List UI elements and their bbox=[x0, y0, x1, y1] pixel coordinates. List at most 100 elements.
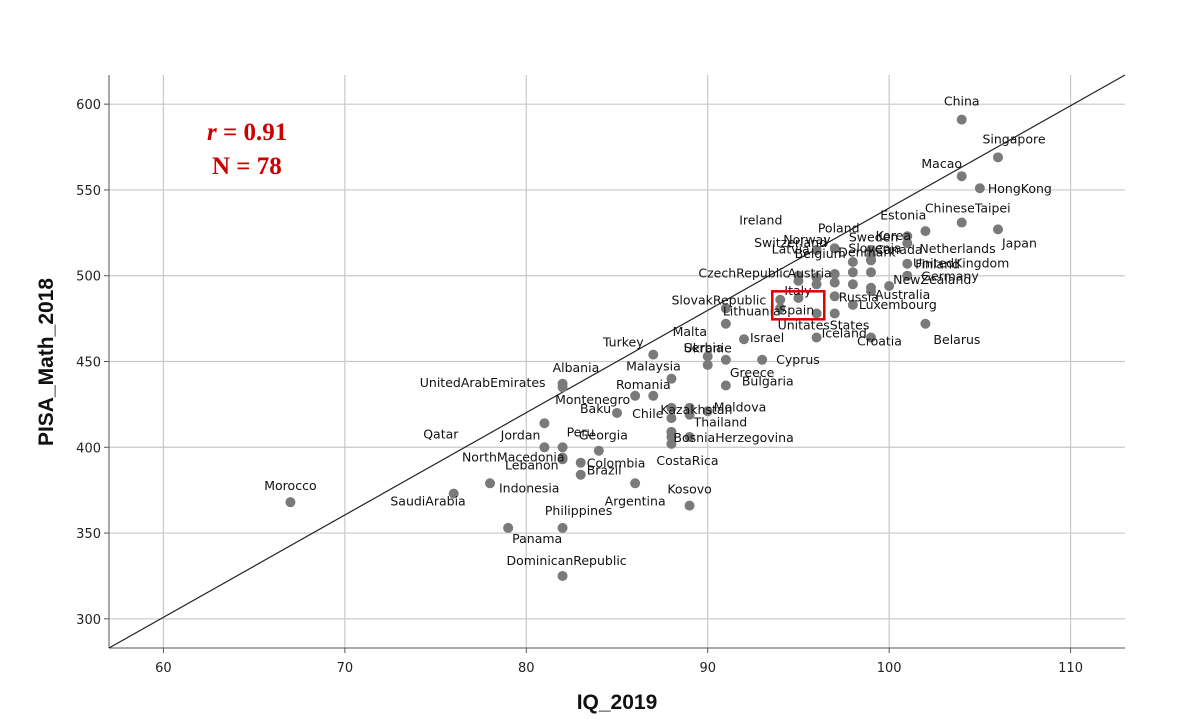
data-points bbox=[285, 114, 1003, 581]
point-label: Australia bbox=[875, 287, 930, 302]
data-point bbox=[902, 231, 913, 242]
y-tick-label: 500 bbox=[76, 270, 101, 285]
data-point bbox=[829, 291, 840, 302]
data-point bbox=[775, 294, 786, 305]
point-label: Austria bbox=[788, 265, 832, 280]
data-point bbox=[684, 500, 695, 511]
y-tick-label: 350 bbox=[76, 527, 101, 542]
point-label: Montenegro bbox=[555, 392, 630, 407]
data-point bbox=[666, 426, 677, 437]
r-value: = 0.91 bbox=[217, 119, 288, 146]
data-point bbox=[666, 402, 677, 413]
point-label: Spain bbox=[779, 302, 814, 317]
data-point bbox=[720, 303, 731, 314]
point-label: Iceland bbox=[822, 325, 867, 340]
data-point bbox=[684, 409, 695, 420]
point-label: Kosovo bbox=[667, 482, 711, 497]
point-label: Ireland bbox=[739, 213, 782, 228]
data-point bbox=[993, 224, 1003, 235]
data-point bbox=[847, 267, 858, 278]
data-point bbox=[448, 488, 459, 499]
data-point bbox=[684, 431, 695, 442]
data-point bbox=[630, 390, 641, 401]
r-symbol: r bbox=[207, 119, 217, 146]
point-label: SaudiArabia bbox=[390, 494, 465, 509]
axis-ticks: 60 70 80 90 100 110 300 350 400 450 500 550 600 bbox=[76, 98, 1083, 676]
sample-size-annotation: N = 78 bbox=[212, 153, 282, 180]
point-label: Romania bbox=[616, 377, 671, 392]
point-label: Moldova bbox=[714, 399, 767, 414]
point-label: Israel bbox=[750, 330, 784, 345]
data-point bbox=[612, 407, 622, 418]
point-label: Indonesia bbox=[499, 480, 559, 495]
point-label: UnitedArabEmirates bbox=[420, 375, 546, 390]
point-label: BosniaHerzegovina bbox=[673, 430, 793, 445]
data-point bbox=[811, 244, 822, 255]
grid-lines bbox=[109, 75, 1125, 648]
data-point bbox=[557, 454, 568, 465]
data-point bbox=[866, 255, 876, 266]
data-point bbox=[884, 281, 895, 292]
data-point bbox=[829, 308, 840, 319]
point-label: SlovakRepublic bbox=[672, 293, 767, 308]
point-label: Malta bbox=[673, 324, 707, 339]
x-tick-label: 110 bbox=[1058, 661, 1083, 676]
point-label: Latvia bbox=[772, 242, 810, 257]
data-point bbox=[702, 359, 713, 370]
data-point bbox=[557, 570, 568, 581]
point-label: Poland bbox=[818, 220, 860, 235]
y-tick-label: 300 bbox=[76, 613, 101, 628]
data-point bbox=[793, 293, 804, 304]
data-point bbox=[829, 269, 840, 280]
point-label: Greece bbox=[730, 365, 775, 380]
fit-line bbox=[108, 74, 1126, 649]
y-tick-label: 600 bbox=[76, 98, 101, 113]
point-label: Colombia bbox=[587, 456, 646, 471]
data-point bbox=[956, 171, 967, 182]
point-label: Lithuania bbox=[723, 303, 781, 318]
x-tick-label: 90 bbox=[699, 661, 716, 676]
point-label: Norway bbox=[783, 232, 831, 247]
point-label: Bulgaria bbox=[742, 374, 794, 389]
point-label: Peru bbox=[567, 424, 595, 439]
point-label: Canada bbox=[875, 242, 923, 257]
y-tick-label: 400 bbox=[76, 441, 101, 456]
data-point bbox=[539, 418, 550, 429]
data-point bbox=[575, 469, 586, 480]
point-label: Croatia bbox=[857, 333, 902, 348]
data-point bbox=[866, 282, 876, 293]
data-point bbox=[648, 349, 659, 360]
data-point bbox=[866, 332, 876, 343]
point-label: Estonia bbox=[880, 207, 926, 222]
point-label: Brazil bbox=[587, 463, 622, 478]
data-point bbox=[811, 308, 822, 319]
spain-highlight-box bbox=[771, 290, 826, 321]
point-label: HongKong bbox=[988, 181, 1052, 196]
data-point bbox=[575, 457, 586, 468]
point-label: NorthMacedonia bbox=[462, 450, 565, 465]
data-point bbox=[485, 478, 495, 489]
y-axis-title: PISA_Math_2018 bbox=[35, 278, 58, 446]
data-point bbox=[739, 334, 749, 345]
data-point bbox=[666, 413, 677, 424]
point-label: Malaysia bbox=[626, 359, 681, 374]
point-labels: China Singapore Macao HongKong ChineseTaipei… bbox=[264, 94, 1052, 568]
data-point bbox=[956, 217, 967, 228]
data-point bbox=[829, 277, 840, 288]
x-tick-label: 100 bbox=[877, 661, 902, 676]
point-label: Belgium bbox=[795, 246, 846, 261]
data-point bbox=[285, 497, 296, 508]
data-point bbox=[557, 442, 568, 453]
point-label: Germany bbox=[921, 269, 979, 284]
point-label: NewZealand bbox=[893, 272, 971, 287]
point-label: Baku bbox=[580, 401, 611, 416]
data-point bbox=[775, 303, 786, 314]
point-label: Jordan bbox=[500, 427, 541, 442]
point-label: CostaRica bbox=[656, 453, 718, 468]
y-tick-label: 550 bbox=[76, 184, 101, 199]
data-point bbox=[956, 114, 967, 125]
point-label: ChineseTaipei bbox=[925, 201, 1011, 216]
point-label: Singapore bbox=[982, 131, 1045, 146]
point-label: Ukranie bbox=[684, 340, 733, 355]
